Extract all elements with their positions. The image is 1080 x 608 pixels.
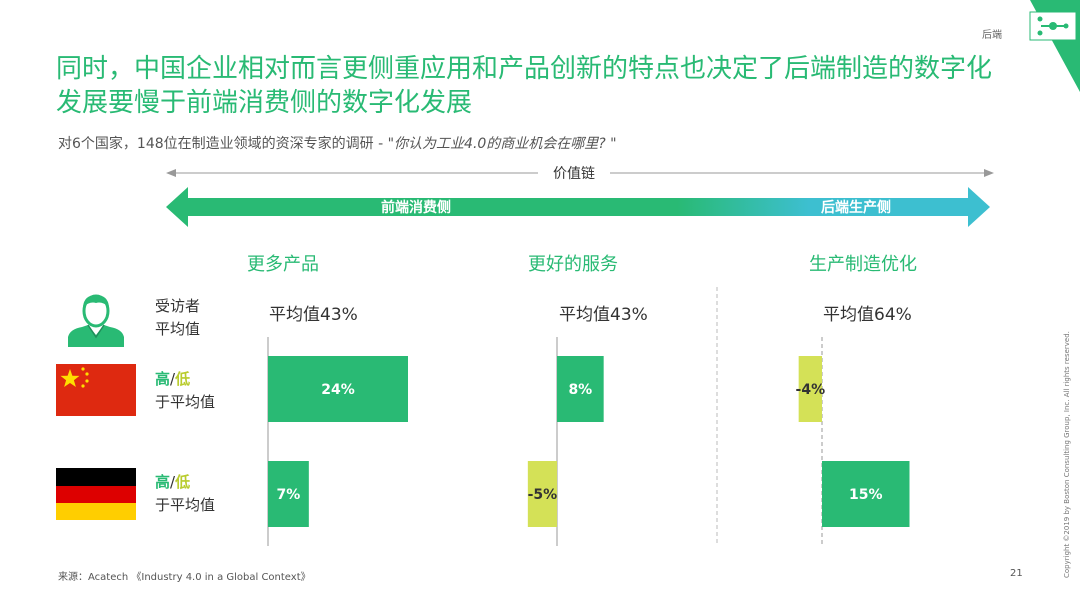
category-better-services: 更好的服务 bbox=[528, 254, 618, 275]
copyright-note: Copyright ©2019 by Boston Consulting Gro… bbox=[1063, 331, 1071, 578]
bar bbox=[557, 356, 604, 422]
bar-value-label: 8% bbox=[568, 382, 592, 398]
value-chain-arrow: 价值链 前端消费侧 后端生产侧 bbox=[166, 166, 994, 227]
germany-flag-icon bbox=[56, 468, 136, 520]
row-label-line: 于平均值 bbox=[155, 393, 216, 411]
row-label-line: 于平均值 bbox=[155, 496, 216, 514]
value-chain-label: 价值链 bbox=[553, 166, 595, 182]
label-low: 低 bbox=[175, 370, 191, 388]
row-label-line: 受访者 bbox=[155, 297, 201, 315]
bar bbox=[822, 461, 910, 527]
page-number: 21 bbox=[1010, 568, 1023, 579]
average-value: 平均值64% bbox=[823, 305, 912, 325]
section-tag: 后端 bbox=[982, 30, 1002, 41]
page-title: 同时，中国企业相对而言更侧重应用和产品创新的特点也决定了后端制造的数字化发展要慢… bbox=[56, 54, 993, 118]
bar-value-label: 15% bbox=[849, 487, 883, 503]
bar-value-label: -5% bbox=[528, 487, 558, 503]
person-icon bbox=[68, 294, 124, 347]
bar bbox=[527, 461, 557, 527]
bar-value-label: 24% bbox=[321, 382, 355, 398]
page-subtitle: 对6个国家，148位在制造业领域的资深专家的调研 - "你认为工业4.0的商业机… bbox=[58, 133, 617, 153]
back-end-label: 后端生产侧 bbox=[821, 199, 891, 216]
row-label-respondents: 受访者 平均值 bbox=[155, 295, 200, 341]
bar-value-label: 7% bbox=[277, 487, 301, 503]
front-end-label: 前端消费侧 bbox=[381, 199, 451, 216]
row-label-china: 高/低 于平均值 bbox=[155, 368, 215, 414]
label-sep: / bbox=[170, 370, 176, 388]
bar bbox=[798, 356, 822, 422]
row-label-line: 平均值 bbox=[155, 320, 201, 338]
bar bbox=[268, 356, 408, 422]
label-high: 高 bbox=[155, 370, 171, 388]
category-production-optimization: 生产制造优化 bbox=[809, 254, 917, 275]
category-more-products: 更多产品 bbox=[247, 254, 319, 275]
bar-value-label: -4% bbox=[796, 382, 826, 398]
china-flag-icon bbox=[56, 364, 136, 416]
label-low: 低 bbox=[175, 473, 191, 491]
label-high: 高 bbox=[155, 473, 171, 491]
label-sep: / bbox=[170, 473, 176, 491]
logo-icon bbox=[1037, 16, 1069, 36]
average-value: 平均值43% bbox=[269, 305, 358, 325]
row-label-germany: 高/低 于平均值 bbox=[155, 471, 215, 517]
bar bbox=[268, 461, 309, 527]
average-value: 平均值43% bbox=[559, 305, 648, 325]
source-note: 来源：Acatech 《Industry 4.0 in a Global Con… bbox=[58, 572, 311, 583]
subtitle-quote: "你认为工业4.0的商业机会在哪里? " bbox=[387, 136, 617, 152]
subtitle-text: 对6个国家，148位在制造业领域的资深专家的调研 - bbox=[58, 136, 388, 152]
